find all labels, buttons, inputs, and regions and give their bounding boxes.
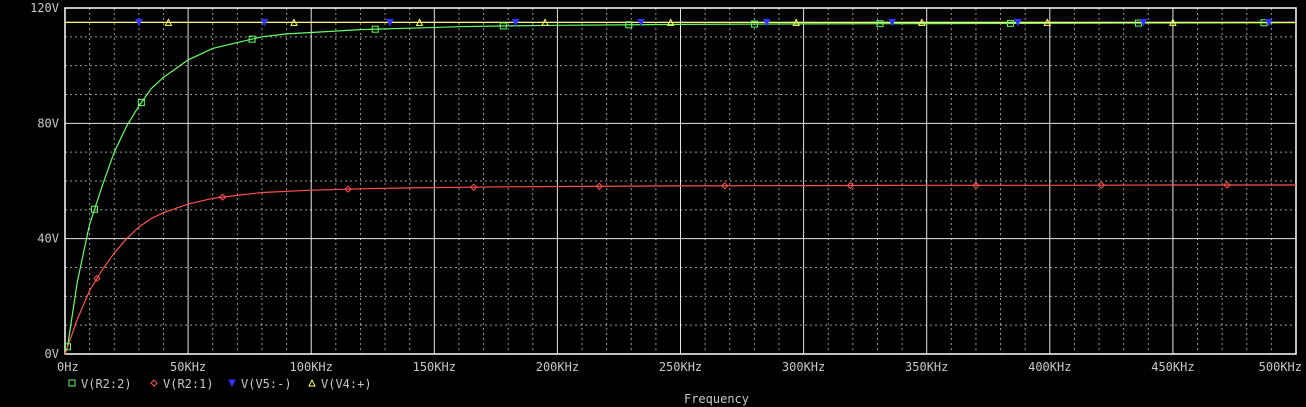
x-tick-label: 350KHz — [905, 360, 948, 374]
legend-marker — [308, 378, 316, 387]
grid — [65, 8, 1296, 354]
plot-frame — [64, 7, 1297, 355]
data-point-marker — [1097, 181, 1106, 189]
data-point-marker — [371, 25, 379, 33]
data-point-marker — [917, 18, 926, 26]
data-point-marker — [1043, 18, 1052, 26]
data-point-marker — [1134, 19, 1142, 27]
y-tick-label: 120V — [30, 1, 59, 15]
legend-marker — [150, 379, 158, 387]
data-point-marker — [888, 18, 897, 27]
x-tick-label: 150KHz — [413, 360, 456, 374]
data-point-marker — [762, 18, 771, 27]
data-point-marker — [1013, 18, 1022, 27]
data-point-marker — [93, 274, 101, 283]
data-point-marker — [666, 18, 675, 26]
x-tick-label: 300KHz — [782, 360, 825, 374]
data-point-marker — [1139, 18, 1148, 27]
data-point-marker — [876, 20, 884, 28]
legend-marker — [68, 379, 76, 387]
data-point-marker — [637, 18, 645, 27]
data-point-marker — [260, 18, 269, 27]
data-point-marker — [248, 35, 256, 43]
data-point-marker — [972, 181, 980, 190]
data-point-marker — [1260, 19, 1268, 27]
data-point-marker — [218, 193, 227, 201]
data-point-marker — [415, 18, 424, 26]
data-point-marker — [792, 18, 801, 26]
x-tick-label: 250KHz — [659, 360, 702, 374]
x-axis-label: Frequency — [684, 392, 749, 406]
data-point-marker — [63, 343, 71, 351]
legend-label: V(R2:2) — [81, 377, 132, 391]
data-point-marker — [499, 22, 507, 30]
y-tick-label: 40V — [37, 232, 59, 246]
data-point-marker — [91, 205, 99, 213]
y-tick-label: 0V — [45, 347, 59, 361]
marker-layer — [63, 18, 1273, 388]
legend-label: V(V5:-) — [241, 377, 292, 391]
data-point-marker — [290, 18, 298, 26]
data-point-marker — [1223, 181, 1231, 189]
data-point-marker — [1265, 18, 1273, 27]
legend-marker — [228, 379, 236, 388]
legend-label: V(R2:1) — [163, 377, 214, 391]
data-point-marker — [135, 18, 143, 27]
data-point-marker — [541, 18, 549, 26]
data-point-marker — [511, 18, 520, 27]
data-point-marker — [469, 183, 478, 191]
data-point-marker — [164, 18, 173, 26]
tick-labels: 0Hz 50KHz 100KHz 150KHz 200KHz 250KHz 300KHz 35… — [30, 1, 1302, 374]
series-line-v-r2-1- — [64, 184, 1296, 355]
legend-label: V(V4:+) — [321, 377, 372, 391]
x-tick-label: 200KHz — [536, 360, 579, 374]
data-point-marker — [386, 18, 394, 27]
x-tick-label: 450KHz — [1151, 360, 1194, 374]
y-tick-label: 80V — [37, 116, 59, 130]
series-layer — [64, 21, 1297, 355]
data-point-marker — [1169, 18, 1177, 26]
x-tick-label: 500KHz — [1259, 360, 1302, 374]
data-point-marker — [721, 182, 729, 190]
x-tick-label: 400KHz — [1028, 360, 1071, 374]
data-point-marker — [137, 99, 145, 107]
data-point-marker — [595, 182, 603, 190]
x-tick-label: 0Hz — [57, 360, 79, 374]
x-tick-label: 50KHz — [170, 360, 206, 374]
data-point-marker — [625, 21, 633, 29]
data-point-marker — [750, 20, 758, 28]
data-point-marker — [344, 185, 352, 193]
data-point-marker — [1006, 19, 1014, 27]
legend: V(R2:2) V(R2:1) V(V5:-) V(V4:+) — [81, 377, 372, 391]
x-tick-label: 100KHz — [290, 360, 333, 374]
series-line-v-r2-2- — [64, 22, 1297, 355]
data-point-marker — [846, 181, 855, 190]
